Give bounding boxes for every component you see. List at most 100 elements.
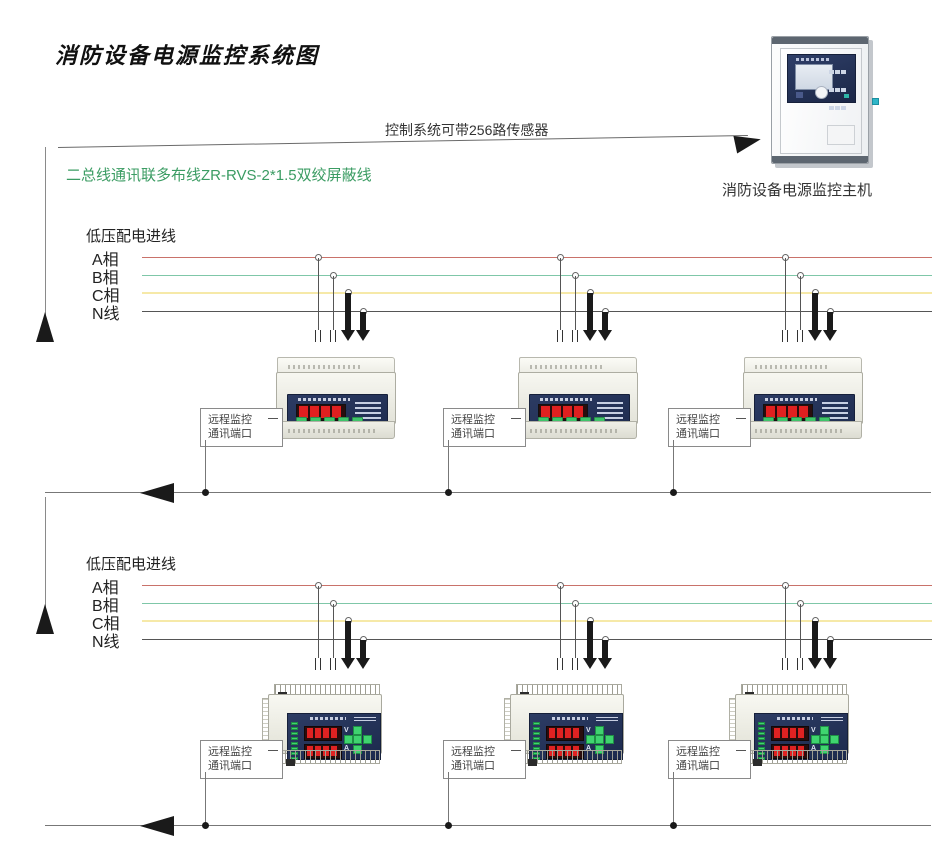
sensor-bottom-clip-icon	[753, 759, 762, 766]
comm-port-callout: 远程监控 通讯端口	[443, 740, 526, 779]
feeder-1-phase-a-label: A相	[92, 252, 119, 269]
comm-port-line-2: 通讯端口	[676, 428, 720, 440]
comm-port-callout: 远程监控 通讯端口	[668, 740, 751, 779]
comm-bus-junction-dot	[445, 489, 452, 496]
keypad-enter-button[interactable]	[820, 735, 829, 744]
tap-arrow-solid-icon	[808, 621, 822, 669]
feeder-2-phase-n-label: N线	[92, 634, 120, 651]
module-led-display	[763, 404, 813, 421]
keypad-up-button[interactable]	[353, 726, 362, 735]
sensor-navigation-keypad[interactable]	[344, 726, 372, 754]
voltage-current-sensor[interactable]: V A	[504, 682, 626, 766]
keypad-left-button[interactable]	[344, 735, 353, 744]
comm-port-line-1: 远程监控	[451, 414, 495, 426]
sensor-voltage-unit: V	[586, 727, 591, 734]
tap-drop-line	[333, 276, 334, 338]
trunk-riser-arrow-bottom-icon	[36, 604, 54, 634]
tap-arrow-hollow-icon	[553, 330, 567, 353]
comm-bus-line-bottom	[45, 825, 931, 826]
comm-port-callout: 远程监控 通讯端口	[200, 408, 283, 447]
tap-drop-line	[785, 586, 786, 666]
keypad-right-button[interactable]	[830, 735, 839, 744]
sensor-spec-text-icon	[354, 717, 376, 723]
comm-port-leader	[268, 750, 278, 751]
feeder-2-phase-n-conductor	[142, 639, 932, 640]
tap-arrow-solid-icon	[598, 640, 612, 669]
feeder-2-phase-b-label: B相	[92, 598, 119, 615]
sensor-current-unit: A	[586, 745, 592, 752]
comm-port-line-2: 通讯端口	[451, 760, 495, 772]
keypad-right-button[interactable]	[363, 735, 372, 744]
tap-arrow-hollow-icon	[311, 658, 325, 681]
keypad-up-button[interactable]	[820, 726, 829, 735]
tap-drop-line	[560, 258, 561, 338]
host-control-panel[interactable]	[787, 54, 856, 110]
keypad-left-button[interactable]	[811, 735, 820, 744]
feeder-1-phase-a-conductor	[142, 257, 932, 258]
module-terminal-strip-icon	[530, 365, 602, 369]
host-power-led	[844, 94, 849, 98]
module-terminal-strip-icon	[755, 365, 827, 369]
module-brand-text-icon	[298, 398, 350, 401]
module-led-display	[296, 404, 346, 421]
power-monitor-module[interactable]	[518, 357, 638, 439]
tap-arrow-hollow-icon	[568, 330, 582, 353]
voltage-current-sensor[interactable]: V A	[729, 682, 851, 766]
tap-arrow-hollow-icon	[778, 658, 792, 681]
module-brand-text-icon	[540, 398, 592, 401]
voltage-current-sensor[interactable]: V A	[262, 682, 384, 766]
module-led-display	[538, 404, 588, 421]
host-printer-slot	[827, 125, 855, 145]
module-body	[518, 372, 638, 434]
host-door	[780, 48, 862, 154]
comm-port-line-2: 通讯端口	[676, 760, 720, 772]
host-small-button[interactable]	[796, 92, 803, 98]
comm-port-line-2: 通讯端口	[208, 760, 252, 772]
sensor-voltage-display	[304, 726, 342, 741]
sensor-model-text-icon	[552, 717, 588, 720]
comm-port-leader	[268, 418, 278, 419]
trunk-bus-arrowhead-icon	[733, 130, 763, 154]
comm-port-leader	[511, 750, 521, 751]
keypad-up-button[interactable]	[595, 726, 604, 735]
monitor-host-cabinet[interactable]	[771, 36, 879, 170]
host-top-edge	[772, 37, 868, 44]
power-monitor-module[interactable]	[743, 357, 863, 439]
keypad-enter-button[interactable]	[595, 735, 604, 744]
sensor-navigation-keypad[interactable]	[811, 726, 839, 754]
comm-riser	[673, 772, 674, 825]
tap-arrow-solid-icon	[341, 293, 355, 341]
host-enclosure	[771, 36, 869, 164]
comm-riser	[448, 440, 449, 492]
host-indicator-led-grid	[829, 64, 851, 118]
keypad-right-button[interactable]	[605, 735, 614, 744]
feeder-1-phase-n-label: N线	[92, 306, 120, 323]
module-body	[276, 372, 396, 434]
sensor-body: V A	[510, 694, 624, 760]
sensor-voltage-unit: V	[811, 727, 816, 734]
module-bottom-cap	[521, 421, 637, 439]
comm-bus-junction-dot	[202, 489, 209, 496]
comm-port-leader	[511, 418, 521, 419]
tap-arrow-solid-icon	[583, 293, 597, 341]
tap-drop-line	[318, 586, 319, 666]
sensor-model-text-icon	[777, 717, 813, 720]
comm-bus-junction-dot	[670, 489, 677, 496]
comm-bus-direction-arrow-mid-icon	[140, 483, 174, 503]
tap-drop-line	[575, 604, 576, 666]
tap-arrow-solid-icon	[598, 312, 612, 341]
sensor-spec-text-icon	[821, 717, 843, 723]
host-round-button[interactable]	[815, 86, 828, 99]
feeder-2-title: 低压配电进线	[86, 556, 177, 573]
power-monitor-module[interactable]	[276, 357, 396, 439]
sensor-navigation-keypad[interactable]	[586, 726, 614, 754]
feeder-2-phase-a-label: A相	[92, 580, 119, 597]
keypad-enter-button[interactable]	[353, 735, 362, 744]
feeder-1-phase-b-conductor	[142, 275, 932, 276]
comm-port-line-2: 通讯端口	[208, 428, 252, 440]
host-bottom-edge	[772, 156, 868, 163]
keypad-left-button[interactable]	[586, 735, 595, 744]
tap-arrow-solid-icon	[808, 293, 822, 341]
module-bottom-cap	[746, 421, 862, 439]
tap-arrow-hollow-icon	[778, 330, 792, 353]
